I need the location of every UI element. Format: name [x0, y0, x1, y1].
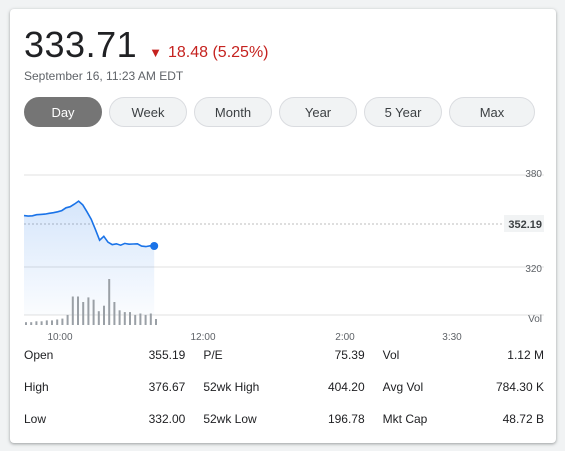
- stat-value: 784.30 K: [495, 380, 544, 394]
- volume-bar: [66, 314, 69, 325]
- stat-value: 1.12 M: [507, 348, 544, 362]
- volume-bar: [139, 313, 142, 325]
- volume-bar: [40, 321, 43, 325]
- x-tick-330: 3:30: [442, 332, 462, 343]
- price-row: 333.71 ▼ 18.48 (5.25%): [24, 27, 269, 63]
- price-line: [23, 200, 155, 248]
- volume-bar: [134, 314, 137, 325]
- volume-bar: [82, 302, 85, 325]
- stat-52wk-high: 52wk High 404.20: [203, 380, 364, 394]
- range-button-week[interactable]: Week: [109, 97, 187, 127]
- volume-bar: [123, 312, 126, 325]
- previous-close-label-bg: [504, 215, 544, 232]
- x-tick-1000: 10:00: [47, 332, 72, 343]
- stat-avg-vol: Avg Vol 784.30 K: [383, 380, 544, 394]
- volume-bar: [35, 321, 38, 325]
- volume-bar: [92, 299, 95, 325]
- stat-open: Open 355.19: [24, 348, 185, 362]
- stat-value: 75.39: [334, 348, 365, 362]
- stat-label: 52wk High: [203, 380, 260, 394]
- price-change: ▼ 18.48 (5.25%): [149, 44, 268, 62]
- volume-bar: [45, 320, 48, 325]
- volume-bar: [71, 296, 74, 325]
- volume-label: Vol: [528, 314, 542, 325]
- previous-close-label: 352.19: [508, 219, 542, 231]
- volume-bar: [87, 297, 90, 325]
- volume-bar: [77, 296, 79, 325]
- range-selector: Day Week Month Year 5 Year Max: [24, 97, 535, 127]
- volume-bar: [56, 319, 59, 325]
- stat-high: High 376.67: [24, 380, 185, 394]
- range-button-max[interactable]: Max: [449, 97, 535, 127]
- volume-bar: [97, 311, 100, 325]
- range-button-5-year[interactable]: 5 Year: [364, 97, 442, 127]
- volume-bar: [113, 302, 116, 325]
- volume-bar: [30, 322, 33, 325]
- volume-bar: [103, 305, 105, 325]
- stat-52wk-low: 52wk Low 196.78: [203, 412, 364, 426]
- stat-vol: Vol 1.12 M: [383, 348, 544, 362]
- stat-pe: P/E 75.39: [203, 348, 364, 362]
- volume-bar: [108, 279, 111, 325]
- down-arrow-icon: ▼: [149, 45, 162, 60]
- y-tick-320: 320: [525, 264, 542, 275]
- current-price-dot: [150, 242, 159, 250]
- stat-value: 376.67: [148, 380, 186, 394]
- stock-quote-card: 333.71 ▼ 18.48 (5.25%) September 16, 11:…: [10, 9, 556, 443]
- volume-bar: [155, 319, 157, 325]
- y-tick-380: 380: [525, 169, 542, 180]
- volume-bar: [25, 322, 27, 325]
- price-area: [24, 201, 155, 315]
- price-chart[interactable]: 380 320 352.19 Vol 10:00 12:00 2:00 3:30: [10, 149, 556, 349]
- x-tick-200: 2:00: [335, 332, 355, 343]
- stat-value: 355.19: [148, 348, 186, 362]
- stats-row: Low 332.00 52wk Low 196.78 Mkt Cap 48.72 B: [24, 403, 544, 435]
- x-tick-1200: 12:00: [190, 332, 215, 343]
- stats-row: High 376.67 52wk High 404.20 Avg Vol 784.30…: [24, 371, 544, 403]
- stat-label: Avg Vol: [382, 380, 424, 394]
- range-button-month[interactable]: Month: [194, 97, 272, 127]
- stat-label: Vol: [382, 348, 400, 362]
- stat-label: P/E: [203, 348, 223, 362]
- stat-value: 332.00: [148, 412, 186, 426]
- stat-low: Low 332.00: [24, 412, 185, 426]
- stat-label: Open: [24, 348, 54, 362]
- quote-timestamp: September 16, 11:23 AM EDT: [24, 69, 184, 83]
- stat-value: 48.72 B: [502, 412, 544, 426]
- stat-label: Mkt Cap: [382, 412, 428, 426]
- range-button-year[interactable]: Year: [279, 97, 357, 127]
- volume-bars: [25, 279, 157, 325]
- volume-bar: [129, 312, 131, 325]
- current-price: 333.71: [24, 24, 138, 65]
- volume-bar: [118, 310, 121, 325]
- stat-label: 52wk Low: [203, 412, 257, 426]
- stat-value: 404.20: [327, 380, 365, 394]
- volume-bar: [144, 314, 147, 325]
- stat-label: High: [24, 380, 49, 394]
- stat-label: Low: [24, 412, 47, 426]
- stats-table: Open 355.19 P/E 75.39 Vol 1.12 M High 376.67…: [24, 339, 544, 435]
- stats-row: Open 355.19 P/E 75.39 Vol 1.12 M: [24, 339, 544, 371]
- volume-bar: [61, 318, 64, 325]
- stat-value: 196.78: [327, 412, 365, 426]
- range-button-day[interactable]: Day: [24, 97, 102, 127]
- stat-mkt-cap: Mkt Cap 48.72 B: [383, 412, 544, 426]
- volume-bar: [149, 313, 152, 325]
- price-change-value: 18.48 (5.25%): [167, 44, 269, 61]
- volume-bar: [51, 320, 53, 325]
